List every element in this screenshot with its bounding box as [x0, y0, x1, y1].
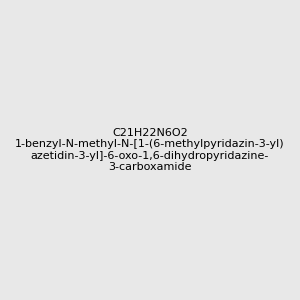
Text: C21H22N6O2
1-benzyl-N-methyl-N-[1-(6-methylpyridazin-3-yl)
azetidin-3-yl]-6-oxo-: C21H22N6O2 1-benzyl-N-methyl-N-[1-(6-met… — [15, 128, 285, 172]
